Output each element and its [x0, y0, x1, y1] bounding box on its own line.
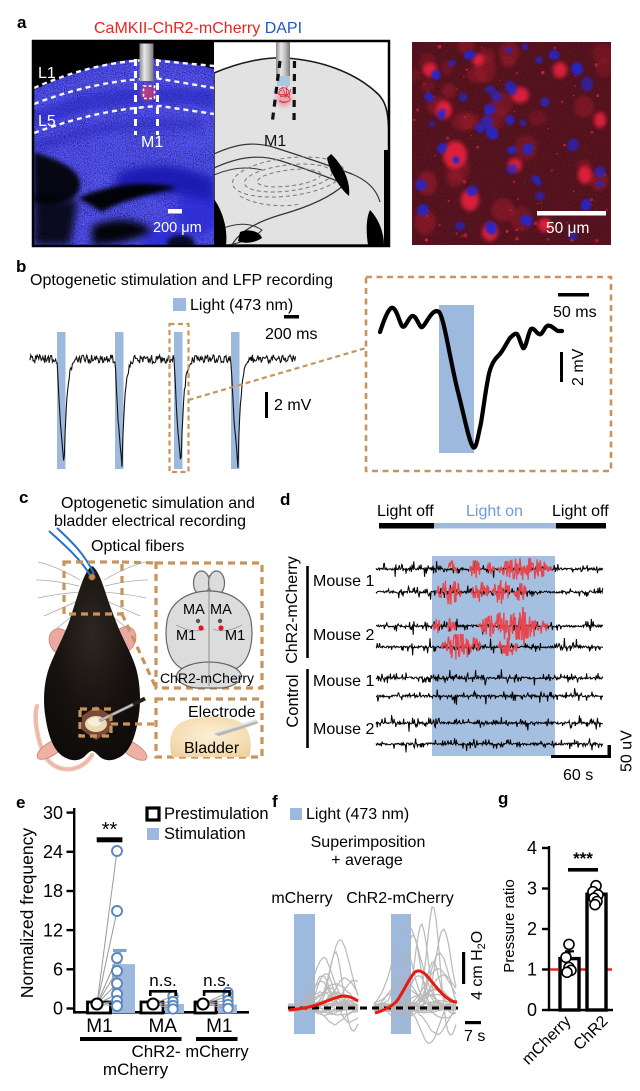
- svg-text:MA: MA: [183, 602, 205, 618]
- svg-text:Light on: Light on: [466, 503, 523, 520]
- svg-text:Light off: Light off: [377, 503, 434, 520]
- svg-text:2: 2: [527, 919, 537, 939]
- svg-text:M1: M1: [206, 1016, 232, 1037]
- svg-text:M1: M1: [86, 1016, 112, 1037]
- svg-text:4 cm H2O: 4 cm H2O: [469, 931, 488, 1000]
- svg-text:CaMKII-ChR2-mCherry DAPI: CaMKII-ChR2-mCherry DAPI: [94, 20, 302, 37]
- svg-text:MA: MA: [210, 602, 232, 618]
- svg-text:n.s.: n.s.: [149, 971, 176, 990]
- svg-text:MA: MA: [148, 1016, 177, 1037]
- svg-text:M1: M1: [176, 628, 196, 644]
- svg-text:L1: L1: [38, 65, 56, 82]
- svg-text:50 ms: 50 ms: [553, 304, 597, 321]
- svg-text:n.s.: n.s.: [203, 971, 230, 990]
- svg-text:ChR2-mCherry: ChR2-mCherry: [346, 890, 454, 907]
- svg-text:200 ms: 200 ms: [265, 326, 317, 343]
- svg-text:ChR2: ChR2: [571, 1013, 612, 1054]
- svg-text:18: 18: [43, 881, 63, 901]
- svg-text:c: c: [19, 488, 28, 507]
- svg-text:0: 0: [527, 1000, 537, 1020]
- svg-text:Stimulation: Stimulation: [164, 825, 246, 843]
- svg-text:a: a: [17, 13, 27, 32]
- svg-text:M1: M1: [225, 628, 245, 644]
- svg-text:Light (473 nm): Light (473 nm): [190, 297, 293, 314]
- svg-text:Optogenetic simulation and: Optogenetic simulation and: [61, 495, 255, 512]
- svg-text:ChR2-mCherry: ChR2-mCherry: [284, 556, 301, 664]
- svg-text:0: 0: [53, 999, 63, 1019]
- svg-text:d: d: [280, 490, 290, 509]
- svg-text:Mouse 2: Mouse 2: [313, 627, 374, 644]
- svg-text:M1: M1: [141, 134, 163, 151]
- svg-text:b: b: [16, 257, 26, 276]
- svg-text:ChR2-: ChR2-: [131, 1042, 180, 1061]
- svg-text:Pressure ratio: Pressure ratio: [501, 879, 518, 972]
- svg-text:Bladder: Bladder: [184, 740, 240, 757]
- svg-text:Control: Control: [284, 674, 302, 727]
- svg-text:mCherry: mCherry: [103, 1060, 169, 1079]
- svg-text:Optical fibers: Optical fibers: [91, 538, 184, 555]
- svg-text:f: f: [272, 792, 278, 811]
- svg-text:L5: L5: [38, 113, 56, 130]
- svg-text:Electrode: Electrode: [188, 704, 256, 721]
- svg-text:g: g: [498, 789, 508, 808]
- svg-text:Normalized frequency: Normalized frequency: [17, 828, 37, 998]
- svg-text:30: 30: [43, 803, 63, 823]
- svg-text:24: 24: [43, 842, 63, 862]
- svg-text:***: ***: [573, 849, 593, 868]
- svg-text:4: 4: [527, 838, 537, 858]
- svg-text:200 μm: 200 μm: [153, 220, 202, 236]
- svg-text:6: 6: [53, 960, 63, 980]
- svg-text:**: **: [102, 819, 118, 841]
- svg-text:+ average: + average: [331, 852, 403, 869]
- svg-text:mCherry: mCherry: [271, 890, 332, 907]
- svg-text:Light off: Light off: [552, 503, 609, 520]
- svg-text:1: 1: [527, 960, 537, 980]
- svg-text:Mouse 1: Mouse 1: [313, 673, 374, 690]
- svg-text:2 mV: 2 mV: [274, 397, 312, 414]
- svg-text:12: 12: [43, 920, 63, 940]
- svg-text:Superimposition: Superimposition: [311, 834, 426, 851]
- svg-text:7 s: 7 s: [464, 1028, 485, 1045]
- svg-text:ChR2-mCherry: ChR2-mCherry: [160, 670, 254, 686]
- svg-text:bladder electrical recording: bladder electrical recording: [54, 513, 246, 530]
- svg-text:e: e: [16, 793, 25, 812]
- svg-text:mCherry: mCherry: [185, 1043, 249, 1061]
- svg-text:mCherry: mCherry: [519, 1013, 574, 1068]
- svg-text:50 μm: 50 μm: [546, 220, 589, 237]
- svg-text:Mouse 1: Mouse 1: [313, 573, 374, 590]
- svg-text:Prestimulation: Prestimulation: [164, 805, 269, 823]
- svg-text:Light (473 nm): Light (473 nm): [306, 806, 409, 823]
- svg-text:M1: M1: [264, 133, 286, 150]
- svg-text:50 uV: 50 uV: [619, 730, 636, 772]
- svg-text:3: 3: [527, 879, 537, 899]
- svg-text:Optogenetic stimulation and LF: Optogenetic stimulation and LFP recordin…: [30, 272, 333, 289]
- svg-text:60 s: 60 s: [563, 767, 593, 784]
- svg-text:2 mV: 2 mV: [570, 348, 587, 386]
- svg-text:Mouse 2: Mouse 2: [313, 721, 374, 738]
